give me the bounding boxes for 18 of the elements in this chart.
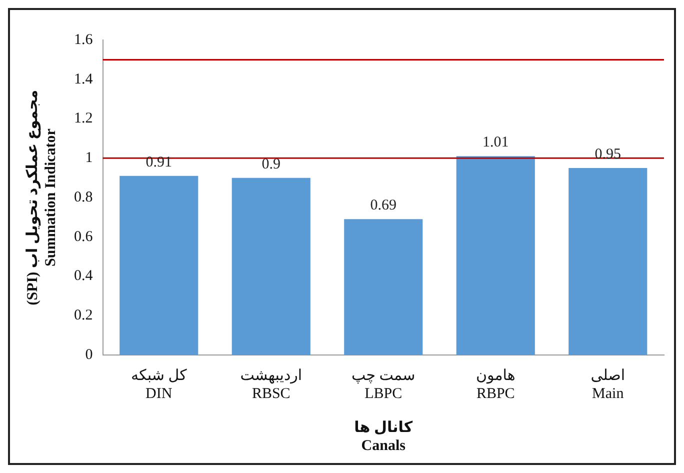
y-tick-label: 0.4: [74, 268, 94, 284]
y-tick-label: 1.6: [74, 32, 94, 48]
bar: [568, 168, 648, 355]
bar: [232, 178, 310, 355]
y-tick-label: 1.4: [74, 71, 94, 88]
bar: [120, 176, 198, 355]
y-tick-label: 0: [85, 346, 93, 363]
y-tick-label: 1.2: [74, 110, 93, 127]
y-tick-label: 0.2: [74, 308, 93, 324]
y-tick-label: 0.6: [74, 228, 94, 245]
data-label: 1.01: [482, 134, 509, 151]
data-label: 0.91: [146, 154, 172, 170]
y-tick-label: 0.8: [74, 189, 93, 206]
bar: [344, 219, 423, 355]
bar: [456, 156, 535, 355]
y-tick-label: 1: [85, 150, 93, 166]
data-label: 0.9: [262, 156, 280, 172]
data-label: 0.69: [370, 198, 396, 214]
